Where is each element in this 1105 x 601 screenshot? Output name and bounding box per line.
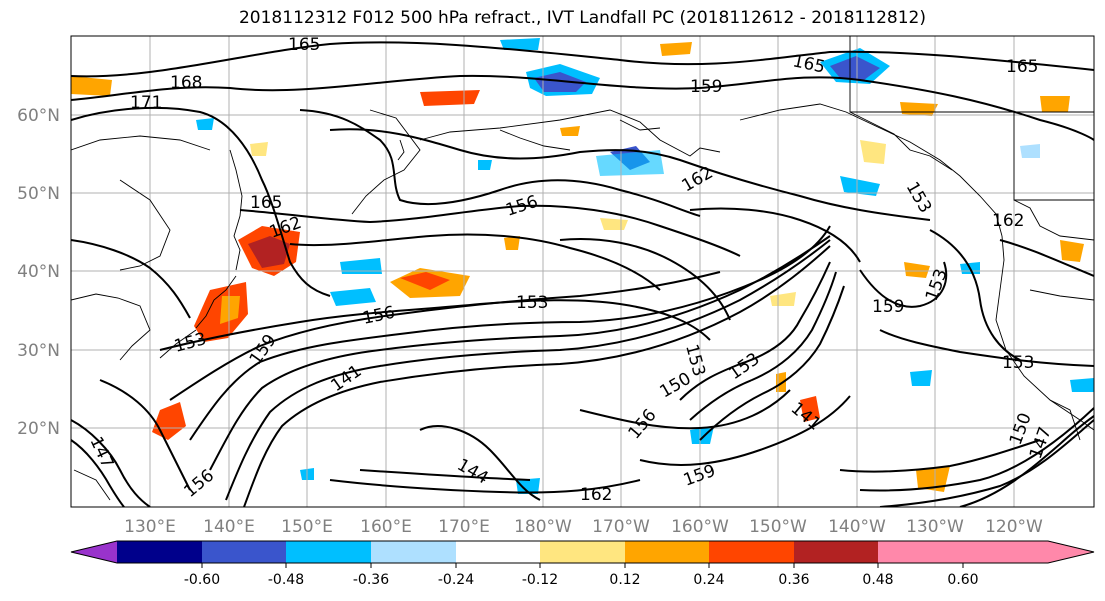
lon-label: 150°W (749, 517, 807, 537)
latitude-labels: 60°N 50°N 40°N 30°N 20°N (17, 106, 60, 439)
lat-label: 50°N (17, 184, 60, 204)
colorbar-tick-label: -0.24 (438, 572, 474, 588)
contour-label: 153 (1002, 353, 1034, 373)
graticule (71, 36, 1094, 507)
refractivity-contours (71, 41, 1094, 507)
colorbar-bin (202, 541, 286, 563)
lat-label: 30°N (17, 341, 60, 361)
colorbar-extend-low (71, 541, 117, 563)
lon-label: 120°W (985, 517, 1043, 537)
colorbar-extend-high (963, 541, 1094, 563)
colorbar-bin (625, 541, 709, 563)
lon-label: 130°E (124, 517, 176, 537)
colorbar: -0.60 -0.48 -0.36 -0.24 -0.12 0.12 0.24 … (70, 540, 1095, 588)
lon-label: 170°W (592, 517, 650, 537)
map-frame (70, 35, 1095, 508)
colorbar-tick-label: -0.36 (353, 572, 389, 588)
contour-label: 171 (130, 93, 162, 113)
contour-label: 162 (992, 211, 1024, 231)
lat-label: 20°N (17, 419, 60, 439)
lon-label: 140°W (828, 517, 886, 537)
contour-label: 159 (690, 77, 722, 97)
contour-label: 165 (1006, 57, 1038, 77)
contour-label: 153 (516, 293, 548, 313)
lon-label: 180°W (514, 517, 572, 537)
contour-label: 162 (580, 485, 612, 505)
colorbar-bin (709, 541, 794, 563)
colorbar-tick-label: 0.36 (778, 572, 809, 588)
colorbar-bin (117, 541, 202, 563)
colorbar-tick-label: 0.60 (947, 572, 978, 588)
lon-label: 170°E (438, 517, 490, 537)
lat-label: 60°N (17, 106, 60, 126)
lon-label: 130°W (906, 517, 964, 537)
map-panel: 165 168 171 159 165 165 162 165 156 162 … (71, 35, 1094, 507)
lat-label: 40°N (17, 262, 60, 282)
colorbar-bin (286, 541, 371, 563)
contour-label: 168 (170, 73, 202, 93)
lon-label: 160°W (671, 517, 729, 537)
colorbar-tick-label: 0.12 (609, 572, 640, 588)
lon-label: 150°E (281, 517, 333, 537)
colorbar-bin (456, 541, 540, 563)
colorbar-bin (878, 541, 963, 563)
contour-label: 165 (288, 35, 320, 55)
lon-label: 140°E (203, 517, 255, 537)
lon-label: 160°E (360, 517, 412, 537)
colorbar-tick-label: 0.48 (862, 572, 893, 588)
contour-label: 159 (872, 297, 904, 317)
map-title: 2018112312 F012 500 hPa refract., IVT La… (238, 8, 926, 28)
colorbar-tick-label: 0.24 (693, 572, 724, 588)
contour-label: 165 (250, 193, 282, 213)
colorbar-bin (794, 541, 878, 563)
longitude-labels: 130°E 140°E 150°E 160°E 170°E 180°W 170°… (124, 517, 1043, 537)
colorbar-bin (540, 541, 625, 563)
colorbar-tick-label: -0.60 (184, 572, 220, 588)
colorbar-tick-label: -0.48 (268, 572, 304, 588)
colorbar-bin (371, 541, 456, 563)
colorbar-tick-label: -0.12 (522, 572, 558, 588)
